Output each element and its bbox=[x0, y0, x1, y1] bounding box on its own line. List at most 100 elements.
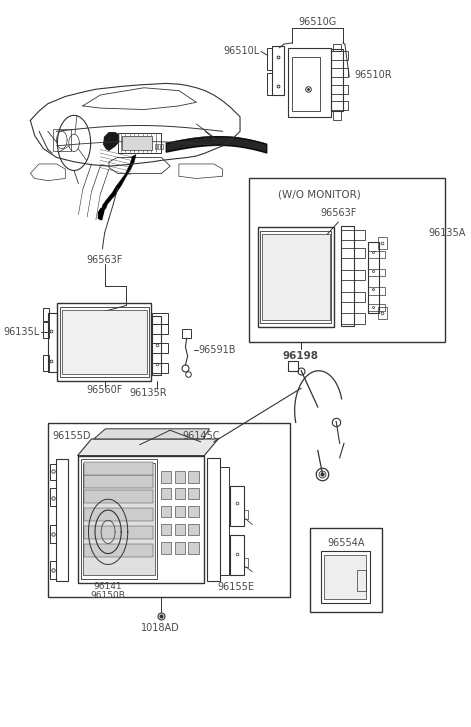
Bar bbox=[244, 558, 248, 566]
Text: 96198: 96198 bbox=[282, 351, 318, 361]
Bar bbox=[271, 46, 284, 95]
Bar bbox=[258, 227, 334, 327]
Bar bbox=[288, 48, 331, 117]
Bar bbox=[83, 463, 155, 575]
Bar bbox=[42, 355, 49, 371]
Bar bbox=[230, 486, 244, 526]
Bar bbox=[267, 73, 271, 95]
Bar bbox=[50, 561, 56, 579]
Bar bbox=[62, 310, 147, 374]
Text: 96591B: 96591B bbox=[199, 345, 236, 356]
Bar bbox=[267, 48, 271, 70]
Bar bbox=[122, 136, 152, 150]
Bar bbox=[42, 308, 49, 321]
Text: 1018AD: 1018AD bbox=[141, 622, 180, 632]
Bar bbox=[152, 343, 169, 353]
Polygon shape bbox=[78, 439, 218, 456]
Bar bbox=[84, 475, 153, 489]
Bar bbox=[53, 129, 71, 151]
Bar bbox=[292, 57, 320, 111]
Bar bbox=[249, 178, 446, 342]
Bar bbox=[367, 287, 385, 294]
Bar bbox=[331, 68, 348, 77]
Text: 96155E: 96155E bbox=[217, 582, 254, 592]
Bar bbox=[378, 237, 387, 249]
Bar bbox=[84, 508, 153, 521]
Bar bbox=[188, 524, 199, 536]
Bar bbox=[378, 307, 387, 318]
Text: 96563F: 96563F bbox=[87, 254, 123, 265]
Bar bbox=[367, 251, 385, 258]
Bar bbox=[152, 324, 169, 334]
Bar bbox=[161, 471, 171, 483]
Bar bbox=[333, 44, 341, 52]
Bar bbox=[325, 555, 366, 598]
Bar bbox=[175, 488, 186, 499]
Bar bbox=[50, 525, 56, 543]
Bar bbox=[161, 145, 163, 149]
Bar bbox=[118, 133, 162, 153]
Bar bbox=[78, 456, 204, 582]
Bar bbox=[42, 322, 49, 338]
Bar bbox=[152, 363, 169, 373]
Bar bbox=[357, 569, 366, 591]
Bar bbox=[220, 467, 229, 575]
Bar bbox=[188, 542, 199, 553]
Polygon shape bbox=[98, 208, 104, 220]
Bar bbox=[331, 101, 348, 110]
Polygon shape bbox=[102, 155, 136, 211]
Bar bbox=[341, 292, 365, 302]
Bar bbox=[161, 524, 171, 536]
Bar bbox=[56, 459, 68, 581]
Text: 96510G: 96510G bbox=[299, 17, 337, 28]
Text: 96560F: 96560F bbox=[87, 385, 123, 395]
Text: 96510L: 96510L bbox=[223, 47, 260, 57]
Bar bbox=[331, 49, 343, 111]
Text: 96510R: 96510R bbox=[355, 70, 392, 80]
Text: 96135R: 96135R bbox=[130, 387, 167, 398]
Bar bbox=[341, 248, 365, 258]
Bar bbox=[288, 361, 298, 371]
Bar bbox=[331, 85, 348, 94]
Bar bbox=[341, 225, 354, 326]
Polygon shape bbox=[94, 429, 210, 439]
Bar bbox=[260, 231, 332, 323]
Text: 96554A: 96554A bbox=[327, 538, 365, 547]
Bar bbox=[367, 304, 385, 311]
Bar bbox=[161, 506, 171, 518]
Bar bbox=[84, 545, 153, 557]
Bar bbox=[341, 270, 365, 280]
Bar bbox=[333, 111, 341, 120]
Bar bbox=[367, 241, 379, 313]
Bar bbox=[57, 302, 151, 381]
Bar bbox=[188, 506, 199, 518]
Text: 96155D: 96155D bbox=[53, 431, 91, 441]
Bar bbox=[84, 526, 153, 539]
Bar bbox=[341, 230, 365, 240]
Bar bbox=[48, 313, 57, 372]
Bar bbox=[207, 458, 220, 581]
Bar bbox=[48, 423, 290, 597]
Bar bbox=[341, 313, 365, 324]
Bar bbox=[50, 464, 56, 480]
Bar bbox=[175, 542, 186, 553]
Bar bbox=[84, 490, 153, 503]
Text: 96563F: 96563F bbox=[320, 209, 357, 218]
Bar bbox=[175, 524, 186, 536]
Bar bbox=[188, 488, 199, 499]
Bar bbox=[161, 542, 171, 553]
Bar bbox=[331, 52, 348, 60]
Bar bbox=[367, 269, 385, 276]
Bar bbox=[230, 536, 244, 575]
Bar bbox=[188, 471, 199, 483]
Bar bbox=[182, 329, 191, 338]
Text: 96150B: 96150B bbox=[91, 591, 126, 601]
Bar bbox=[152, 313, 169, 324]
Text: (W/O MONITOR): (W/O MONITOR) bbox=[278, 190, 361, 199]
Bar bbox=[244, 510, 248, 519]
Bar bbox=[175, 471, 186, 483]
Bar bbox=[158, 145, 160, 149]
Text: 96145C: 96145C bbox=[182, 431, 219, 441]
Bar bbox=[155, 145, 157, 149]
Polygon shape bbox=[104, 133, 119, 150]
